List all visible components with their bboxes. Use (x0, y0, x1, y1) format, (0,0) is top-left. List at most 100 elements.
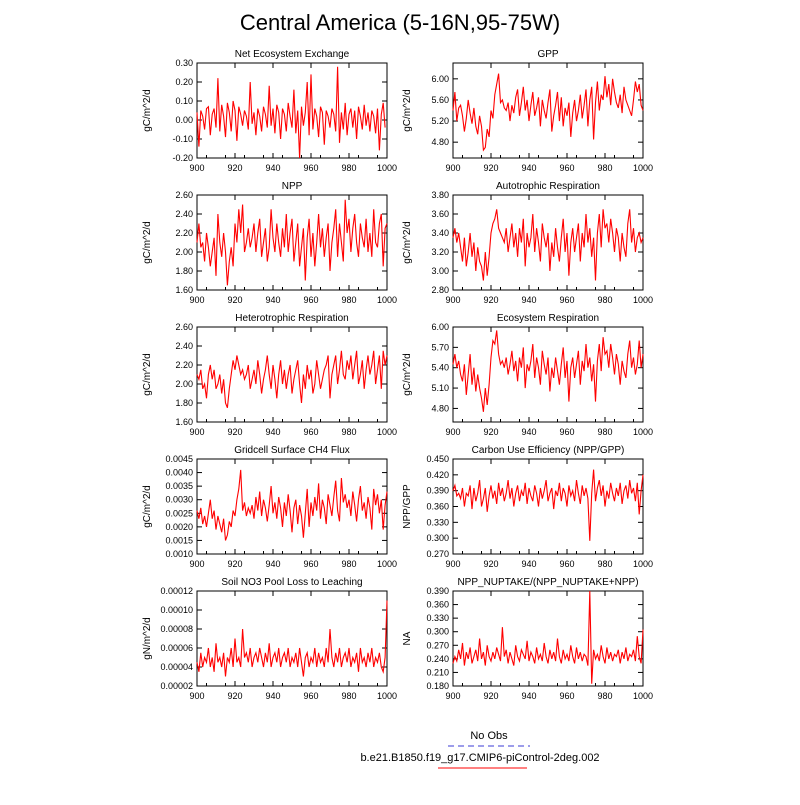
panels-group: Net Ecosystem Exchange 900 920 940 960 980 100… (142, 49, 653, 701)
y-tick-label: 0.300 (426, 533, 449, 543)
x-tick-label: 920 (483, 691, 498, 701)
y-axis-label: gC/m^2/d (142, 353, 153, 396)
y-tick-label: 0.0025 (165, 508, 193, 518)
y-tick-label: 0.0010 (165, 549, 193, 559)
y-tick-label: 5.20 (431, 116, 449, 126)
y-tick-label: 0.0040 (165, 468, 193, 478)
y-tick-label: 6.00 (431, 74, 449, 84)
y-tick-label: 4.80 (431, 403, 449, 413)
x-tick-label: 1000 (633, 163, 653, 173)
x-tick-label: 900 (445, 691, 460, 701)
y-axis-label: gC/m^2/d (402, 89, 413, 132)
x-tick-label: 1000 (377, 427, 397, 437)
y-tick-label: 0.00010 (160, 605, 193, 615)
x-tick-label: 920 (227, 691, 242, 701)
y-axis-label: gC/m^2/d (142, 485, 153, 528)
x-tick-label: 920 (483, 559, 498, 569)
y-tick-label: 2.80 (431, 285, 449, 295)
y-tick-label: 0.180 (426, 681, 449, 691)
x-tick-label: 920 (483, 163, 498, 173)
x-tick-label: 900 (189, 163, 204, 173)
x-tick-label: 980 (597, 691, 612, 701)
y-tick-label: -0.20 (172, 153, 193, 163)
y-tick-label: 3.20 (431, 247, 449, 257)
y-tick-label: 1.60 (175, 285, 193, 295)
panel-title: NPP (282, 181, 303, 192)
x-tick-label: 920 (227, 163, 242, 173)
x-tick-label: 960 (559, 427, 574, 437)
x-tick-label: 980 (341, 559, 356, 569)
x-tick-label: 920 (227, 295, 242, 305)
y-tick-label: 1.80 (175, 398, 193, 408)
x-tick-label: 980 (597, 427, 612, 437)
y-tick-label: 0.0015 (165, 535, 193, 545)
y-axis-label: NPP/GPP (402, 484, 413, 529)
y-tick-label: 2.40 (175, 209, 193, 219)
x-tick-label: 900 (189, 295, 204, 305)
y-tick-label: 0.00012 (160, 586, 193, 596)
y-tick-label: 5.70 (431, 342, 449, 352)
x-tick-label: 940 (265, 163, 280, 173)
panel-title: Gridcell Surface CH4 Flux (234, 445, 350, 456)
x-tick-label: 940 (521, 295, 536, 305)
y-tick-label: 2.60 (175, 322, 193, 332)
y-tick-label: 0.240 (426, 654, 449, 664)
y-tick-label: 0.0035 (165, 481, 193, 491)
x-tick-label: 920 (483, 295, 498, 305)
chart-panel-4: Autotrophic Respiration 900 920 940 960 980 10… (402, 181, 653, 305)
y-tick-label: 4.80 (431, 137, 449, 147)
series-line (196, 66, 386, 159)
series-line (196, 350, 388, 409)
x-tick-label: 940 (265, 691, 280, 701)
series-line (452, 330, 644, 412)
chart-panel-9: Soil NO3 Pool Loss to Leaching 900 920 940 9… (142, 577, 397, 701)
x-tick-label: 940 (265, 295, 280, 305)
x-tick-label: 900 (445, 163, 460, 173)
panel-title: Net Ecosystem Exchange (235, 49, 350, 60)
legend-model-label: b.e21.B1850.f19_g17.CMIP6-piControl-2deg… (360, 752, 599, 764)
y-tick-label: 5.60 (431, 95, 449, 105)
x-tick-label: 1000 (633, 295, 653, 305)
series-line (452, 73, 644, 152)
y-tick-label: 2.20 (175, 228, 193, 238)
x-tick-label: 980 (597, 295, 612, 305)
x-tick-label: 960 (559, 163, 574, 173)
x-tick-label: 1000 (633, 691, 653, 701)
panel-title: Heterotrophic Respiration (235, 313, 348, 324)
series-line (452, 209, 644, 281)
y-tick-label: 0.00 (175, 115, 193, 125)
y-tick-label: 3.00 (431, 266, 449, 276)
x-tick-label: 920 (227, 427, 242, 437)
x-tick-label: 900 (445, 295, 460, 305)
x-tick-label: 960 (303, 163, 318, 173)
x-tick-label: 960 (303, 427, 318, 437)
chart-panel-1: Net Ecosystem Exchange 900 920 940 960 980 100… (142, 49, 397, 173)
y-axis-label: gC/m^2/d (402, 221, 413, 264)
plot-frame (452, 62, 644, 159)
figure-title: Central America (5-16N,95-75W) (240, 10, 560, 35)
x-tick-label: 900 (445, 427, 460, 437)
series-line (452, 469, 644, 541)
x-tick-label: 980 (341, 427, 356, 437)
x-tick-label: 920 (483, 427, 498, 437)
legend-obs-label: No Obs (470, 730, 508, 742)
chart-panel-6: Ecosystem Respiration 900 920 940 960 980 1000… (402, 313, 653, 437)
y-tick-label: 0.330 (426, 517, 449, 527)
y-tick-label: 0.300 (426, 627, 449, 637)
y-tick-label: 0.450 (426, 454, 449, 464)
panel-title: Autotrophic Respiration (496, 181, 600, 192)
x-tick-label: 960 (303, 559, 318, 569)
y-tick-label: 2.20 (175, 360, 193, 370)
x-tick-label: 940 (521, 163, 536, 173)
x-tick-label: 940 (265, 427, 280, 437)
x-tick-label: 960 (559, 559, 574, 569)
y-axis-label: gC/m^2/d (142, 221, 153, 264)
y-tick-label: 3.40 (431, 228, 449, 238)
series-line (196, 199, 388, 286)
y-axis-label: gN/m^2/d (142, 617, 153, 660)
chart-panel-5: Heterotrophic Respiration 900 920 940 960 980… (142, 313, 397, 437)
y-tick-label: 2.00 (175, 247, 193, 257)
y-tick-label: 0.00008 (160, 624, 193, 634)
x-tick-label: 940 (521, 427, 536, 437)
